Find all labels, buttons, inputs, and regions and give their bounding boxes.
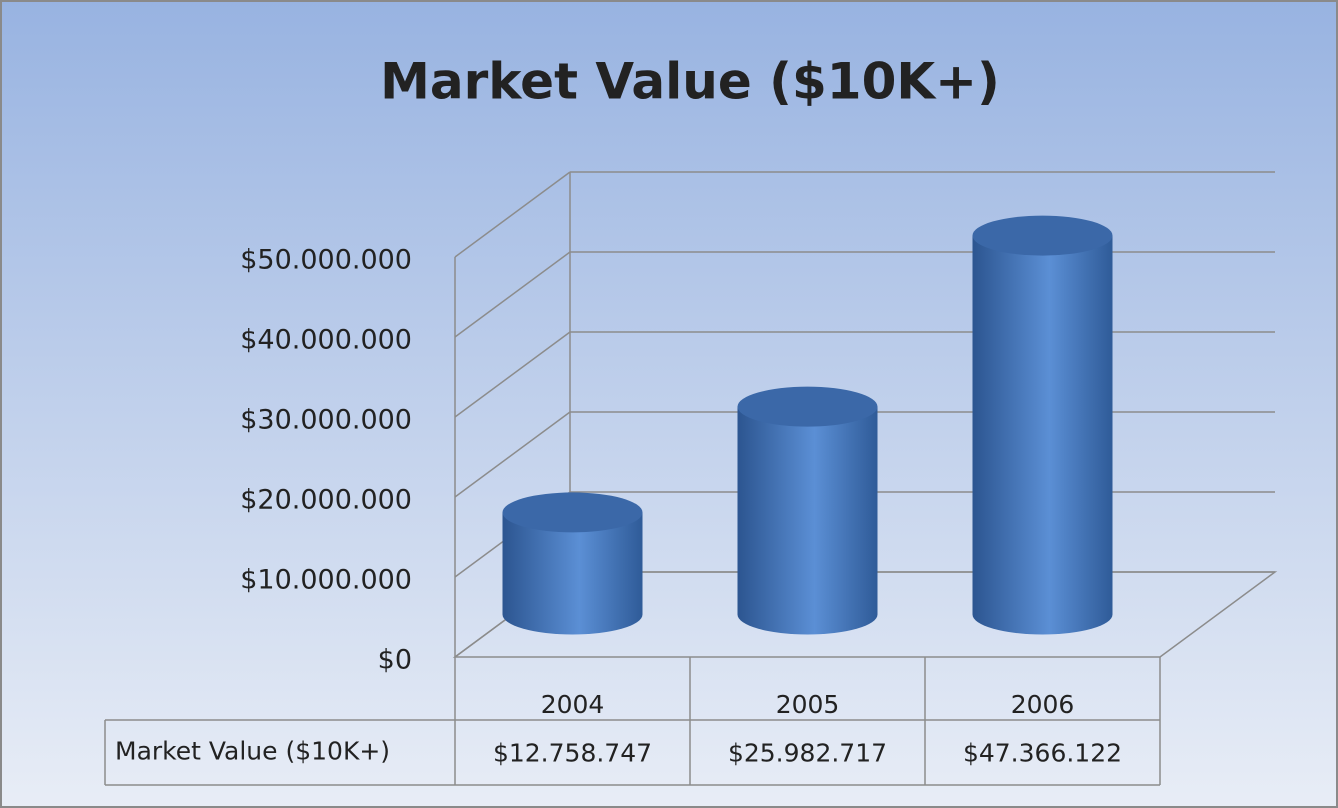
x-tick-label: 2006 bbox=[1011, 690, 1075, 719]
cylinder bbox=[502, 512, 643, 635]
chart-title: Market Value ($10K+) bbox=[380, 53, 1000, 111]
y-tick-label: $30.000.000 bbox=[240, 405, 412, 436]
grid-line-side bbox=[454, 411, 571, 498]
y-tick-label: $0 bbox=[378, 645, 412, 676]
grid-line-side bbox=[454, 331, 571, 418]
value-label: $47.366.122 bbox=[963, 739, 1122, 768]
grid-line-side bbox=[454, 251, 571, 338]
x-tick-label: 2004 bbox=[541, 690, 605, 719]
value-label: $25.982.717 bbox=[728, 739, 887, 768]
y-tick-label: $40.000.000 bbox=[240, 325, 412, 356]
y-tick-label: $50.000.000 bbox=[240, 245, 412, 276]
cylinder bbox=[972, 235, 1113, 635]
y-tick-label: $20.000.000 bbox=[240, 485, 412, 516]
series-name: Market Value ($10K+) bbox=[115, 737, 390, 766]
cylinder-top bbox=[737, 386, 878, 427]
cylinder-top bbox=[972, 215, 1113, 256]
cylinder-top bbox=[502, 492, 643, 533]
x-tick-label: 2005 bbox=[776, 690, 840, 719]
y-tick-label: $10.000.000 bbox=[240, 565, 412, 596]
value-label: $12.758.747 bbox=[493, 739, 652, 768]
cylinder bbox=[737, 406, 878, 635]
grid-line-side bbox=[454, 171, 571, 258]
